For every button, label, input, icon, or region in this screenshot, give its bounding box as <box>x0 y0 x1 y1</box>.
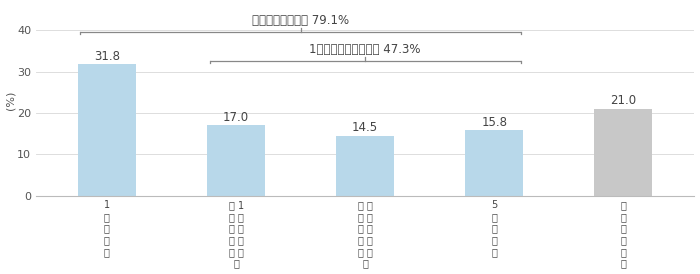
Text: 17.0: 17.0 <box>223 111 249 124</box>
Text: お金を使った人計 79.1%: お金を使った人計 79.1% <box>252 15 349 27</box>
Bar <box>466 130 524 196</box>
Text: 15.8: 15.8 <box>482 116 508 129</box>
Text: 1万円以上使った人計 47.3%: 1万円以上使った人計 47.3% <box>309 43 421 56</box>
Text: 21.0: 21.0 <box>610 94 636 107</box>
Y-axis label: (%): (%) <box>6 91 15 110</box>
Bar <box>594 109 652 196</box>
Bar <box>336 136 394 196</box>
Bar <box>78 64 136 196</box>
Text: 14.5: 14.5 <box>352 121 378 134</box>
Bar <box>207 125 265 196</box>
Text: 31.8: 31.8 <box>94 50 120 62</box>
